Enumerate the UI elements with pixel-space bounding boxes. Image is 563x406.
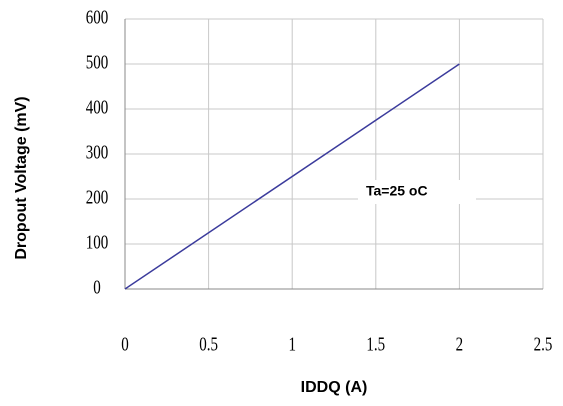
x-tick-label: 1.5	[366, 332, 385, 355]
y-tick-label: 400	[86, 95, 109, 118]
y-tick-label: 100	[86, 230, 109, 253]
y-tick-label: 0	[93, 275, 101, 298]
x-tick-label: 0	[121, 332, 129, 355]
x-axis-label: IDDQ (A)	[301, 379, 368, 396]
x-tick-label: 2	[456, 332, 463, 355]
annotation-bg	[358, 180, 476, 204]
y-tick-label: 200	[86, 185, 109, 208]
y-tick-label: 500	[86, 50, 109, 73]
data-line	[124, 63, 460, 290]
x-tick-label: 1	[288, 332, 295, 355]
y-tick-label: 600	[86, 5, 109, 28]
x-tick-label: 2.5	[534, 332, 553, 355]
y-tick-label: 300	[86, 140, 109, 163]
x-tick-label: 0.5	[199, 332, 218, 355]
y-axis-label: Dropout Voltage (mV)	[13, 96, 30, 259]
annotation: Ta=25 oC	[366, 183, 428, 199]
